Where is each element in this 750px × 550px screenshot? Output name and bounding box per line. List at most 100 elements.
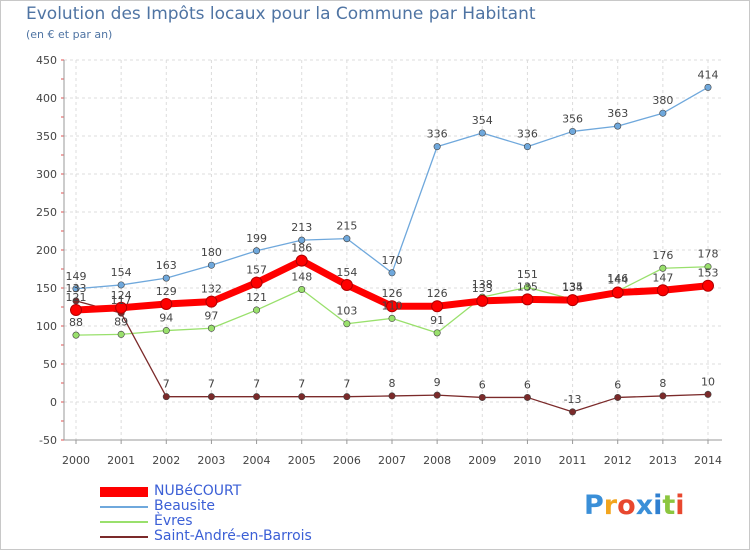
data-label: 7	[208, 378, 215, 391]
legend-swatch	[100, 505, 148, 508]
y-tick-label: 0	[50, 396, 57, 409]
data-label: 154	[336, 266, 357, 279]
data-point	[659, 392, 667, 400]
chart-subtitle: (en € et par an)	[26, 28, 113, 41]
data-point	[659, 264, 667, 272]
data-point	[569, 127, 577, 135]
data-point	[117, 281, 125, 289]
data-label: 89	[114, 315, 128, 328]
data-label: 91	[430, 314, 444, 327]
data-point	[476, 294, 489, 307]
data-label: 144	[607, 274, 628, 287]
data-label: 8	[659, 377, 666, 390]
data-label: 132	[201, 283, 222, 296]
data-point	[70, 304, 82, 317]
data-label: 124	[111, 289, 132, 302]
x-tick-label: 2000	[62, 454, 90, 467]
x-tick-label: 2009	[468, 454, 496, 467]
data-label: 6	[479, 378, 486, 391]
data-point	[566, 294, 579, 307]
data-label: 121	[246, 291, 267, 304]
legend-swatch	[100, 520, 148, 523]
data-point	[298, 393, 306, 401]
logo-letter: x	[635, 490, 654, 521]
data-point	[160, 297, 173, 310]
data-label: 153	[698, 267, 719, 280]
x-tick-label: 2013	[649, 454, 677, 467]
data-label: 180	[201, 246, 222, 259]
data-point	[656, 284, 669, 297]
y-tick-label: 300	[36, 168, 57, 181]
legend-item: NUBéCOURT	[100, 484, 312, 499]
data-point	[162, 393, 170, 401]
data-point	[704, 83, 712, 91]
data-label: 126	[382, 287, 403, 300]
x-tick-label: 2007	[378, 454, 406, 467]
data-label: 135	[562, 280, 583, 293]
data-label: 163	[156, 259, 177, 272]
legend-swatch	[100, 535, 148, 538]
proxiti-logo: Proxiti	[584, 490, 685, 521]
x-tick-label: 2008	[423, 454, 451, 467]
data-label: 6	[524, 378, 531, 391]
data-point	[523, 283, 531, 291]
data-point	[614, 393, 622, 401]
legend-swatch	[100, 486, 148, 497]
data-label: 148	[291, 271, 312, 284]
data-label: 414	[698, 68, 719, 81]
x-tick-label: 2012	[604, 454, 632, 467]
data-point	[162, 327, 170, 335]
logo-letter: r	[603, 490, 618, 521]
y-tick-label: -50	[39, 434, 57, 447]
y-tick-label: 450	[36, 54, 57, 67]
x-tick-label: 2001	[107, 454, 135, 467]
legend-label: Beausite	[154, 498, 215, 514]
data-label: 146	[607, 272, 628, 285]
x-tick-label: 2002	[152, 454, 180, 467]
data-label: 199	[246, 232, 267, 245]
data-label: 176	[652, 249, 673, 262]
data-label: 6	[614, 378, 621, 391]
data-label: 7	[298, 378, 305, 391]
legend-item: Èvres	[100, 514, 312, 529]
y-tick-label: 200	[36, 244, 57, 257]
legend-label: Saint-André-en-Barrois	[154, 528, 312, 544]
data-point	[433, 143, 441, 151]
data-label: 138	[472, 278, 493, 291]
data-point	[388, 392, 396, 400]
x-tick-label: 2004	[243, 454, 271, 467]
data-label: 356	[562, 112, 583, 125]
data-point	[253, 247, 261, 255]
data-label: 134	[562, 281, 583, 294]
data-label: 380	[652, 94, 673, 107]
x-tick-label: 2005	[288, 454, 316, 467]
data-point	[343, 393, 351, 401]
chart-title: Evolution des Impôts locaux pour la Comm…	[26, 4, 536, 24]
logo-letter: P	[584, 490, 604, 521]
data-label: 336	[427, 128, 448, 141]
data-point	[523, 143, 531, 151]
logo-letter: i	[675, 490, 685, 521]
data-label: 135	[517, 280, 538, 293]
data-point	[207, 393, 215, 401]
data-label: 170	[382, 254, 403, 267]
y-tick-label: 250	[36, 206, 57, 219]
data-label: 129	[156, 285, 177, 298]
data-point	[386, 300, 398, 313]
data-point	[205, 295, 218, 308]
data-label: 213	[291, 221, 312, 234]
data-label: 186	[291, 242, 312, 255]
y-tick-label: 350	[36, 130, 57, 143]
data-point	[298, 236, 306, 244]
x-tick-label: 2014	[694, 454, 722, 467]
data-point	[478, 129, 486, 137]
data-point	[702, 279, 714, 292]
data-point	[295, 254, 308, 267]
data-label: 149	[66, 270, 87, 283]
data-label: 133	[66, 282, 87, 295]
data-point	[115, 301, 128, 314]
logo-letter: i	[653, 490, 663, 521]
data-label: 157	[246, 264, 267, 277]
data-point	[343, 320, 351, 328]
